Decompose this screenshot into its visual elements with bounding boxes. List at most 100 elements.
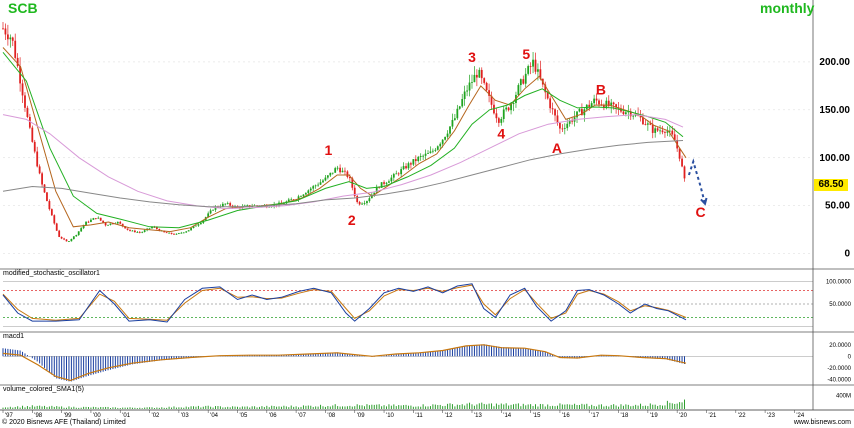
- price-candle-body: [329, 172, 332, 176]
- macd-tick-label: 0: [848, 354, 852, 360]
- price-candle-body: [668, 130, 671, 132]
- price-candle-body: [517, 85, 520, 95]
- x-tick-label: '01: [122, 413, 130, 419]
- price-tick-label: 150.00: [819, 105, 850, 116]
- price-candle-body: [50, 209, 53, 216]
- copyright-footer: © 2020 Bisnews AFE (Thailand) Limited: [2, 419, 126, 426]
- price-candle-body: [607, 100, 610, 107]
- price-candle-body: [522, 79, 525, 84]
- price-candle-body: [673, 134, 676, 141]
- price-candle-body: [388, 181, 390, 183]
- price-candle-body: [314, 185, 317, 187]
- x-tick-label: '23: [767, 413, 775, 419]
- price-candle-body: [561, 128, 564, 130]
- price-candle-body: [158, 229, 161, 231]
- macd-tick-label: -20.0000: [827, 366, 851, 372]
- wave-label-B: B: [596, 82, 606, 98]
- price-candle-body: [58, 230, 61, 237]
- price-candle-body: [224, 203, 227, 205]
- wave-label-C: C: [696, 204, 706, 220]
- price-candle-body: [348, 177, 351, 179]
- moving-average-line-2: [2, 51, 684, 229]
- price-candle-body: [524, 73, 527, 84]
- price-candle-body: [268, 206, 271, 208]
- price-candle-body: [368, 198, 371, 202]
- price-candle-body: [143, 230, 146, 232]
- price-candle-body: [451, 119, 454, 127]
- price-candle-body: [539, 69, 542, 79]
- price-candle-body: [19, 66, 21, 84]
- price-candle-body: [102, 220, 105, 223]
- price-candle-body: [309, 188, 312, 191]
- wave-label-3: 3: [468, 49, 476, 65]
- price-candle-body: [434, 149, 437, 151]
- price-candle-body: [549, 98, 552, 109]
- price-candle-body: [366, 201, 368, 204]
- price-candle-body: [429, 151, 432, 154]
- price-candle-body: [510, 104, 512, 111]
- price-candle-body: [155, 227, 158, 230]
- price-candle-body: [363, 203, 366, 204]
- macd-tick-label: -40.0000: [827, 377, 851, 383]
- price-candle-body: [654, 128, 657, 133]
- x-tick-label: '06: [269, 413, 277, 419]
- price-candle-body: [290, 199, 293, 201]
- price-candle-body: [322, 180, 324, 183]
- price-candle-body: [339, 167, 341, 173]
- price-candle-body: [136, 231, 139, 233]
- macd-panel-title: macd1: [3, 333, 25, 340]
- price-candle-body: [283, 203, 285, 205]
- price-candle-body: [109, 223, 112, 225]
- price-candle-body: [72, 236, 75, 239]
- price-candle-body: [341, 170, 344, 173]
- price-candle-body: [99, 217, 102, 221]
- price-candle-body: [297, 196, 300, 200]
- price-candle-body: [124, 226, 127, 229]
- x-tick-label: '15: [533, 413, 541, 419]
- price-candle-body: [226, 203, 229, 204]
- x-tick-label: '02: [152, 413, 160, 419]
- price-candle-body: [112, 223, 114, 225]
- price-candle-body: [500, 118, 503, 123]
- price-tick-label: 100.00: [819, 153, 850, 164]
- price-candle-body: [593, 98, 596, 104]
- symbol-title: SCB: [8, 0, 38, 16]
- price-candle-body: [4, 28, 7, 35]
- price-candle-body: [417, 156, 420, 162]
- price-candle-body: [63, 238, 65, 240]
- price-candle-body: [473, 74, 476, 83]
- price-candle-body: [534, 59, 537, 72]
- price-candle-body: [46, 192, 48, 202]
- stoch-tick-label: 100.0000: [826, 280, 852, 286]
- price-candle-body: [383, 182, 385, 184]
- price-candle-body: [336, 167, 339, 169]
- price-candle-body: [642, 117, 644, 125]
- price-candle-body: [461, 99, 464, 107]
- price-candle-body: [602, 105, 605, 109]
- price-candle-body: [68, 241, 70, 243]
- price-candle-body: [229, 203, 232, 206]
- price-candle-body: [334, 168, 337, 173]
- wave-label-A: A: [552, 140, 562, 156]
- x-tick-label: '04: [210, 413, 218, 419]
- price-candle-body: [419, 155, 422, 157]
- price-candle-body: [24, 95, 26, 108]
- x-tick-label: '11: [415, 413, 423, 419]
- price-candle-body: [475, 74, 478, 78]
- price-candle-body: [131, 230, 134, 232]
- price-candle-body: [80, 228, 83, 232]
- price-candle-body: [681, 158, 683, 167]
- x-tick-label: '12: [445, 413, 453, 419]
- price-candle-body: [598, 100, 600, 105]
- stoch-k-line: [2, 283, 687, 323]
- price-candle-body: [116, 221, 119, 224]
- price-candle-body: [507, 107, 510, 111]
- moving-average-line-4: [2, 140, 684, 208]
- price-candle-body: [395, 173, 398, 175]
- price-candle-body: [397, 173, 400, 175]
- projection-arrowhead: [700, 197, 708, 206]
- price-candle-body: [75, 235, 78, 237]
- price-candle-body: [629, 111, 632, 117]
